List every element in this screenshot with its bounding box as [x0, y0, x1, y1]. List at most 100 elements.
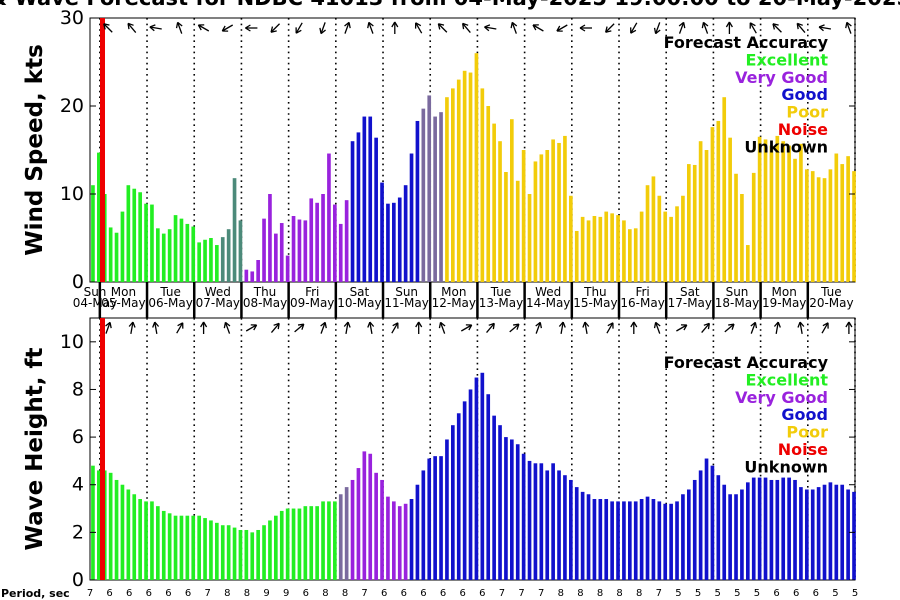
- wind-bar: [681, 195, 685, 282]
- wind-bar: [262, 218, 266, 282]
- arrow-head: [630, 27, 637, 34]
- day-label: Mon: [111, 285, 136, 299]
- arrow-shaft: [511, 22, 517, 34]
- date-label: 13-May: [479, 296, 523, 310]
- arrow-shaft: [818, 26, 832, 30]
- wind-bar: [598, 216, 603, 282]
- direction-arrow: [295, 22, 303, 34]
- wind-bar: [285, 255, 290, 282]
- wave-bar: [250, 532, 255, 580]
- wind-bar: [663, 211, 668, 282]
- wind-bar: [256, 260, 260, 282]
- wave-bar: [191, 515, 196, 580]
- arrow-shaft: [655, 22, 661, 34]
- wind-bar: [250, 271, 255, 282]
- wave-bar: [633, 501, 638, 580]
- wind-bar: [486, 106, 491, 282]
- arrow-head: [556, 25, 563, 32]
- direction-arrow: [676, 324, 688, 332]
- period-value: 8: [616, 588, 622, 599]
- direction-arrow: [630, 321, 638, 334]
- wave-bar: [409, 499, 414, 580]
- wind-bar: [527, 194, 532, 282]
- direction-arrow: [127, 22, 137, 34]
- direction-arrow: [773, 321, 781, 335]
- wave-bar: [504, 437, 508, 580]
- direction-arrow: [270, 322, 280, 334]
- wave-bar: [675, 501, 679, 580]
- wave-bar: [397, 506, 402, 580]
- wind-bar: [734, 173, 738, 282]
- arrow-shaft: [270, 23, 281, 33]
- legend-item-very-good: Very Good: [735, 68, 828, 87]
- direction-arrow: [484, 24, 497, 32]
- wave-bar: [451, 425, 455, 580]
- wind-bar: [232, 178, 237, 282]
- period-value: 5: [754, 588, 760, 599]
- legend-item-excellent: Excellent: [746, 50, 829, 69]
- arrow-shaft: [176, 322, 184, 334]
- wind-bar: [215, 245, 219, 282]
- wave-bar: [321, 501, 325, 580]
- arrow-head: [391, 21, 399, 28]
- arrow-shaft: [676, 324, 688, 332]
- wind-bar: [114, 232, 119, 282]
- chart-title: & Wave Forecast for NDBC 41013 from 04-M…: [0, 0, 900, 10]
- wave-bar: [297, 508, 302, 580]
- wind-bar: [197, 242, 201, 282]
- legend-item-good: Good: [781, 85, 828, 104]
- wave-bar: [179, 515, 184, 580]
- wave-bar: [681, 494, 685, 580]
- day-label: Fri: [305, 285, 319, 299]
- wave-bar: [274, 515, 278, 580]
- day-label: Wed: [205, 285, 231, 299]
- wave-bar: [126, 489, 131, 580]
- arrow-shaft: [127, 22, 137, 34]
- wind-bar: [144, 203, 148, 282]
- arrow-shaft: [462, 22, 471, 34]
- direction-arrow: [606, 322, 614, 334]
- wind-bar: [409, 153, 414, 282]
- wind-bar: [651, 176, 656, 282]
- day-label: Wed: [535, 285, 561, 299]
- wave-bar: [392, 501, 396, 580]
- wave-bar: [669, 503, 673, 580]
- wave-bar: [91, 465, 95, 580]
- day-label: Thu: [253, 285, 277, 299]
- arrow-head: [175, 21, 183, 29]
- wind-bar: [167, 229, 172, 282]
- arrow-shaft: [486, 322, 495, 334]
- wind-bar: [397, 197, 402, 282]
- period-value: 6: [146, 588, 152, 599]
- wave-bar: [232, 527, 237, 580]
- wind-bar: [692, 164, 697, 282]
- arrow-head: [367, 21, 374, 29]
- legend-item-poor: Poor: [786, 103, 828, 122]
- plot-frame: [89, 17, 856, 283]
- arrow-head: [152, 321, 160, 328]
- direction-arrow: [749, 22, 757, 34]
- wave-bar: [285, 508, 290, 580]
- wave-bar: [238, 529, 243, 580]
- y-tick-label: 20: [60, 95, 84, 117]
- wind-bar: [439, 112, 443, 282]
- wave-bar: [468, 389, 473, 580]
- wave-bar: [156, 506, 160, 580]
- wind-bar: [616, 215, 620, 282]
- wind-bar: [386, 203, 390, 282]
- wave-bar: [521, 453, 526, 580]
- direction-arrow: [845, 21, 852, 34]
- wave-bar: [787, 477, 791, 580]
- wind-bar: [799, 143, 803, 282]
- wave-bar: [327, 501, 331, 580]
- date-label: 09-May: [290, 296, 334, 310]
- period-value: 8: [597, 588, 603, 599]
- wave-bar: [421, 470, 426, 580]
- wind-bar: [297, 219, 302, 282]
- direction-arrow: [653, 22, 661, 35]
- wind-bar: [846, 156, 850, 282]
- legend-item-unknown: Unknown: [744, 137, 828, 156]
- wind-bar: [781, 141, 786, 282]
- wave-bar: [651, 499, 656, 580]
- wave-bar: [799, 487, 803, 580]
